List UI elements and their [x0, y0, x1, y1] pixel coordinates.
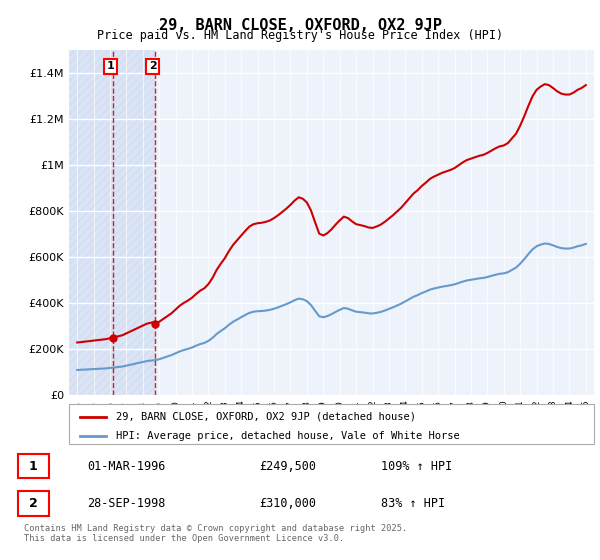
- Text: 1: 1: [29, 460, 38, 473]
- Text: 01-MAR-1996: 01-MAR-1996: [87, 460, 165, 473]
- Text: 83% ↑ HPI: 83% ↑ HPI: [380, 497, 445, 510]
- Text: 28-SEP-1998: 28-SEP-1998: [87, 497, 165, 510]
- Bar: [113, 50, 155, 395]
- Text: £249,500: £249,500: [260, 460, 317, 473]
- FancyBboxPatch shape: [18, 491, 49, 516]
- Text: 109% ↑ HPI: 109% ↑ HPI: [380, 460, 452, 473]
- Text: 29, BARN CLOSE, OXFORD, OX2 9JP: 29, BARN CLOSE, OXFORD, OX2 9JP: [158, 18, 442, 33]
- FancyBboxPatch shape: [69, 404, 594, 445]
- Text: 1: 1: [106, 62, 114, 72]
- Text: Price paid vs. HM Land Registry's House Price Index (HPI): Price paid vs. HM Land Registry's House …: [97, 29, 503, 42]
- Text: Contains HM Land Registry data © Crown copyright and database right 2025.
This d: Contains HM Land Registry data © Crown c…: [24, 524, 407, 543]
- Text: HPI: Average price, detached house, Vale of White Horse: HPI: Average price, detached house, Vale…: [116, 431, 460, 441]
- Text: 2: 2: [149, 62, 157, 72]
- Text: £310,000: £310,000: [260, 497, 317, 510]
- Bar: [69, 50, 113, 395]
- Text: 2: 2: [29, 497, 38, 510]
- Text: 29, BARN CLOSE, OXFORD, OX2 9JP (detached house): 29, BARN CLOSE, OXFORD, OX2 9JP (detache…: [116, 412, 416, 422]
- FancyBboxPatch shape: [18, 454, 49, 478]
